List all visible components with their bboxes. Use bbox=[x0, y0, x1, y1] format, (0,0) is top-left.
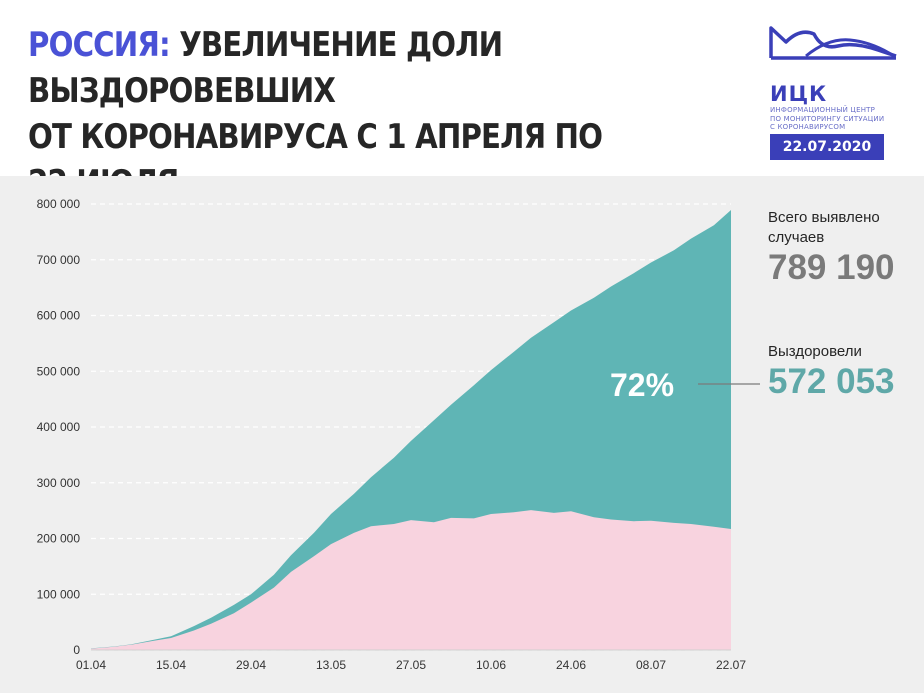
y-tick-label: 100 000 bbox=[37, 587, 81, 601]
y-tick-label: 500 000 bbox=[37, 364, 81, 378]
header: РОССИЯ: УВЕЛИЧЕНИЕ ДОЛИ ВЫЗДОРОВЕВШИХ ОТ… bbox=[0, 0, 924, 203]
logo-mountain-icon bbox=[769, 26, 897, 60]
x-tick-label: 22.07 bbox=[716, 658, 746, 672]
title-accent: РОССИЯ: bbox=[28, 25, 171, 65]
total-cases-block: Всего выявлено случаев 789 190 bbox=[768, 208, 918, 288]
logo-name: ИЦК bbox=[770, 82, 828, 106]
y-tick-label: 300 000 bbox=[37, 476, 81, 490]
y-tick-label: 400 000 bbox=[37, 420, 81, 434]
y-tick-label: 800 000 bbox=[37, 197, 81, 211]
x-tick-label: 27.05 bbox=[396, 658, 426, 672]
recovered-value: 572 053 bbox=[768, 362, 895, 401]
x-tick-label: 24.06 bbox=[556, 658, 586, 672]
y-tick-label: 600 000 bbox=[37, 309, 81, 323]
title-line1: УВЕЛИЧЕНИЕ ДОЛИ ВЫЗДОРОВЕВШИХ bbox=[28, 25, 503, 111]
logo-subtitle-line: С КОРОНАВИРУСОМ bbox=[770, 123, 846, 131]
total-cases-value: 789 190 bbox=[768, 248, 895, 287]
x-tick-label: 08.07 bbox=[636, 658, 666, 672]
recovered-share-label: 72% bbox=[610, 367, 674, 403]
x-tick-label: 10.06 bbox=[476, 658, 506, 672]
x-tick-label: 01.04 bbox=[76, 658, 106, 672]
x-tick-label: 15.04 bbox=[156, 658, 186, 672]
x-tick-label: 29.04 bbox=[236, 658, 266, 672]
chart-panel: 0 100 000 200 000 300 000 400 000 500 000 600 … bbox=[0, 176, 924, 693]
logo-subtitle-line: ПО МОНИТОРИНГУ СИТУАЦИИ bbox=[770, 114, 885, 123]
recovered-label: Выздоровели bbox=[768, 343, 862, 360]
area-chart: 0 100 000 200 000 300 000 400 000 500 000 600 … bbox=[37, 197, 760, 672]
logo-subtitle-line: ИНФОРМАЦИОННЫЙ ЦЕНТР bbox=[770, 106, 876, 114]
logo: ИЦК ИНФОРМАЦИОННЫЙ ЦЕНТР ПО МОНИТОРИНГУ … bbox=[768, 20, 898, 160]
date-badge: 22.07.2020 bbox=[770, 134, 884, 160]
active-area bbox=[91, 510, 731, 650]
total-cases-label: Всего выявлено случаев bbox=[768, 209, 880, 246]
y-tick-label: 200 000 bbox=[37, 532, 81, 546]
y-tick-label: 0 bbox=[73, 643, 80, 657]
recovered-block: Выздоровели 572 053 bbox=[768, 342, 918, 402]
logo-subtitle: ИНФОРМАЦИОННЫЙ ЦЕНТР ПО МОНИТОРИНГУ СИТУ… bbox=[770, 106, 910, 132]
x-tick-label: 13.05 bbox=[316, 658, 346, 672]
y-tick-label: 700 000 bbox=[37, 253, 81, 267]
